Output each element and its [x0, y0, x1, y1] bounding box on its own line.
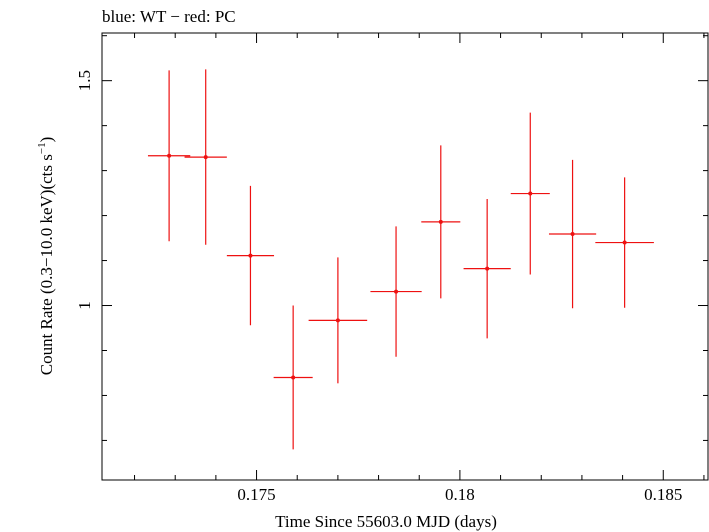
data-point	[184, 69, 227, 245]
point-marker	[438, 219, 443, 224]
point-marker	[394, 289, 399, 294]
point-marker	[485, 266, 490, 271]
point-marker	[528, 191, 533, 196]
y-axis-label-main: Count Rate (0.3−10.0 keV)(cts s	[37, 154, 56, 375]
point-marker	[248, 253, 253, 258]
data-point	[308, 257, 368, 384]
axis-tick-labels: 0.175 0.18 0.185 1 1.5	[75, 70, 682, 504]
plot-frame	[101, 32, 709, 481]
y-tick-label: 1.5	[75, 70, 94, 91]
data-point	[595, 177, 654, 308]
point-marker	[335, 318, 340, 323]
point-marker	[570, 232, 575, 237]
point-marker	[203, 155, 208, 160]
point-marker	[167, 153, 172, 158]
point-marker	[291, 375, 296, 380]
x-tick-label: 0.175	[237, 485, 275, 504]
data-point	[548, 159, 597, 309]
data-point	[463, 198, 511, 339]
y-axis-label-end: )	[37, 137, 56, 143]
x-tick-label: 0.18	[445, 485, 475, 504]
x-tick-label: 0.185	[644, 485, 682, 504]
axis-ticks	[102, 33, 708, 480]
data-point	[226, 185, 275, 326]
y-axis-label-superscript: −1	[36, 142, 48, 154]
data-point	[273, 305, 313, 450]
data-point	[147, 70, 191, 242]
y-tick-label: 1	[75, 301, 94, 310]
point-marker	[622, 240, 627, 245]
y-axis-label: Count Rate (0.3−10.0 keV)(cts s−1)	[36, 137, 56, 376]
x-axis-label: Time Since 55603.0 MJD (days)	[275, 512, 497, 531]
data-points	[147, 69, 654, 450]
data-point	[510, 112, 550, 275]
chart-title: blue: WT − red: PC	[102, 7, 236, 26]
data-point	[421, 145, 461, 299]
data-point	[370, 226, 422, 357]
